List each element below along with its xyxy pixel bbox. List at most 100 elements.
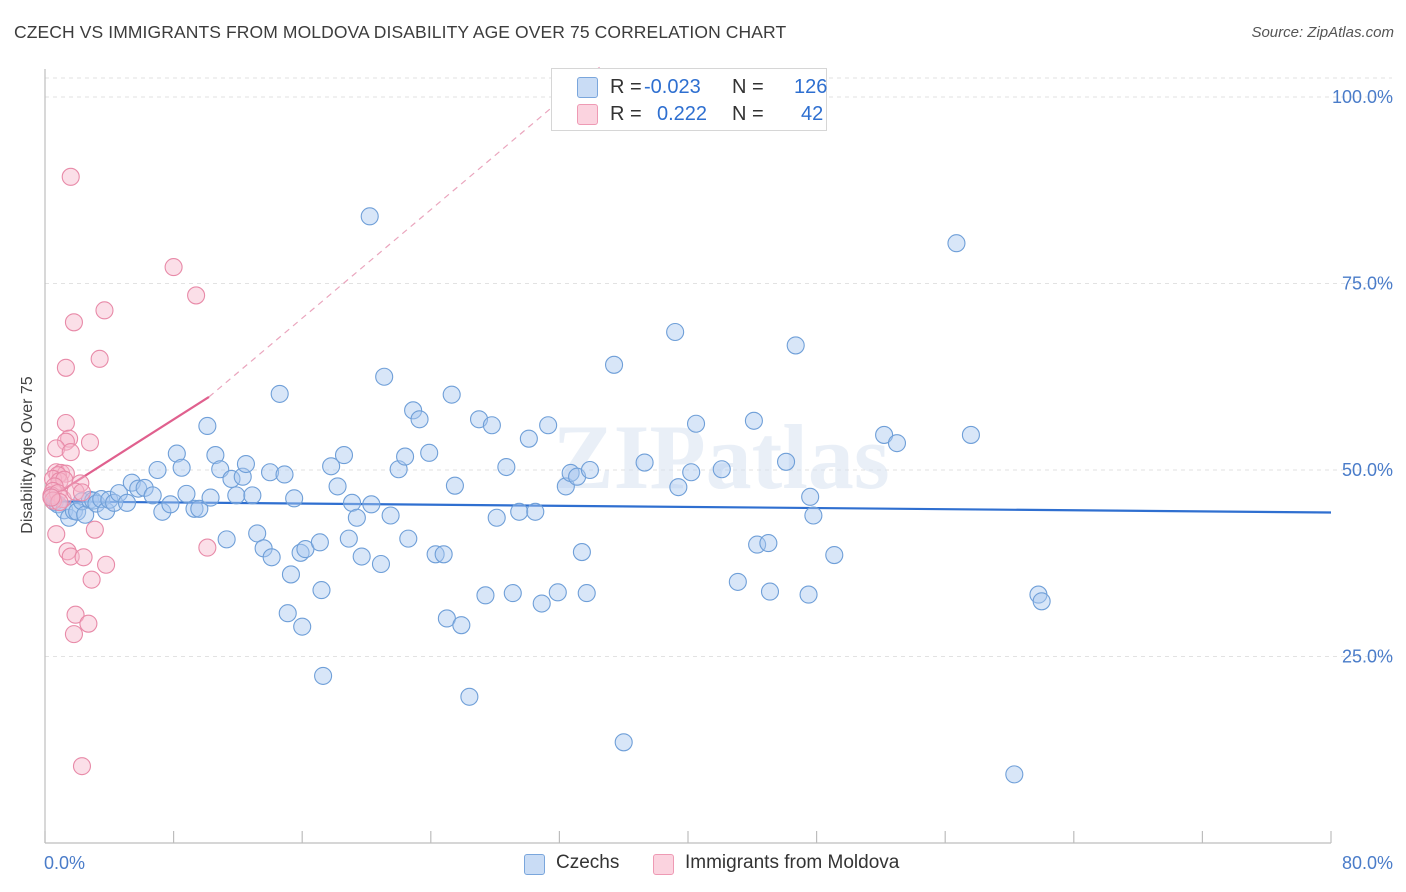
point-czechs — [404, 401, 423, 420]
point-czechs — [804, 506, 823, 525]
source-label: Source: ZipAtlas.com — [1251, 24, 1394, 41]
point-czechs — [410, 410, 429, 429]
point-czechs — [825, 545, 844, 565]
point-czechs — [482, 416, 501, 435]
point-czechs — [248, 524, 267, 543]
correlation-legend: R = -0.023 N = 126 R = 0.222 N = 42 — [551, 68, 827, 131]
point-czechs — [445, 476, 464, 495]
point-czechs — [243, 486, 262, 505]
point-czechs — [961, 425, 980, 444]
legend-label-moldova: Immigrants from Moldova — [685, 852, 900, 873]
point-czechs — [399, 529, 418, 548]
point-czechs — [167, 444, 186, 463]
point-moldova — [79, 614, 98, 633]
series-legend: Czechs Immigrants from Moldova — [0, 852, 1406, 878]
point-czechs — [314, 666, 333, 685]
point-czechs — [420, 443, 439, 462]
point-czechs — [177, 484, 196, 503]
point-czechs — [262, 548, 281, 567]
y-tick-label: 75.0% — [1342, 274, 1393, 294]
point-czechs — [686, 414, 706, 433]
legend-swatch-czechs — [524, 854, 545, 875]
x-tick-label: 0.0% — [44, 853, 85, 873]
point-czechs — [548, 583, 567, 602]
point-czechs — [786, 336, 805, 355]
point-czechs — [635, 453, 654, 472]
point-czechs — [322, 457, 341, 476]
point-moldova — [72, 757, 92, 776]
point-czechs — [572, 543, 591, 562]
point-moldova — [58, 542, 77, 561]
point-czechs — [375, 367, 394, 386]
legend-swatch-moldova — [577, 104, 598, 125]
n-label: N = — [732, 103, 764, 125]
point-czechs — [260, 463, 280, 482]
point-czechs — [312, 581, 331, 600]
point-czechs — [201, 488, 220, 507]
point-czechs — [526, 502, 545, 521]
data-points — [42, 167, 1051, 784]
point-czechs — [614, 733, 633, 752]
point-moldova — [60, 429, 79, 448]
point-czechs — [161, 495, 180, 514]
point-czechs — [510, 502, 529, 521]
point-czechs — [760, 582, 780, 601]
point-czechs — [371, 554, 391, 574]
point-czechs — [487, 508, 506, 527]
x-tick-label: 80.0% — [1342, 853, 1393, 873]
point-czechs — [236, 454, 255, 474]
point-moldova — [47, 525, 66, 544]
y-tick-label: 25.0% — [1342, 647, 1393, 667]
n-label: N = — [732, 76, 764, 98]
point-czechs — [759, 534, 778, 553]
point-czechs — [352, 547, 371, 566]
point-moldova — [74, 548, 93, 567]
point-moldova — [198, 538, 217, 557]
point-moldova — [187, 286, 206, 305]
point-moldova — [64, 625, 83, 644]
point-moldova — [164, 258, 183, 277]
point-czechs — [105, 493, 124, 512]
point-czechs — [396, 447, 415, 466]
point-czechs — [460, 687, 479, 706]
point-czechs — [360, 207, 379, 226]
point-czechs — [666, 322, 685, 342]
point-czechs — [143, 486, 162, 505]
point-czechs — [728, 572, 747, 591]
point-czechs — [227, 486, 246, 505]
point-czechs — [801, 487, 820, 506]
point-czechs — [442, 385, 461, 404]
point-moldova — [72, 483, 92, 502]
r-value: 0.222 — [657, 103, 708, 125]
point-czechs — [947, 234, 966, 253]
point-moldova — [61, 443, 80, 462]
point-czechs — [452, 616, 471, 635]
r-label: R = — [610, 103, 642, 125]
point-moldova — [56, 413, 75, 433]
point-czechs — [148, 460, 167, 480]
point-czechs — [434, 545, 453, 564]
r-value: -0.023 — [644, 76, 701, 98]
y-tick-label: 50.0% — [1342, 460, 1393, 480]
point-moldova — [61, 547, 80, 566]
point-czechs — [100, 490, 119, 509]
n-value: 126 — [794, 76, 828, 98]
point-czechs — [748, 535, 767, 554]
point-czechs — [875, 425, 894, 444]
point-moldova — [56, 358, 75, 377]
axes — [44, 69, 1332, 844]
trend-extension-moldova — [208, 66, 600, 398]
point-czechs — [580, 460, 599, 480]
point-czechs — [476, 586, 495, 605]
point-moldova — [80, 433, 100, 452]
legend-label-czechs: Czechs — [556, 852, 620, 873]
point-czechs — [347, 508, 366, 527]
watermark: ZIPatlas — [552, 406, 889, 508]
point-czechs — [362, 495, 381, 514]
point-czechs — [190, 499, 209, 518]
point-moldova — [90, 349, 109, 368]
grid-lines — [45, 77, 1392, 657]
point-czechs — [275, 465, 294, 484]
point-moldova — [66, 482, 85, 501]
point-czechs — [185, 499, 204, 518]
